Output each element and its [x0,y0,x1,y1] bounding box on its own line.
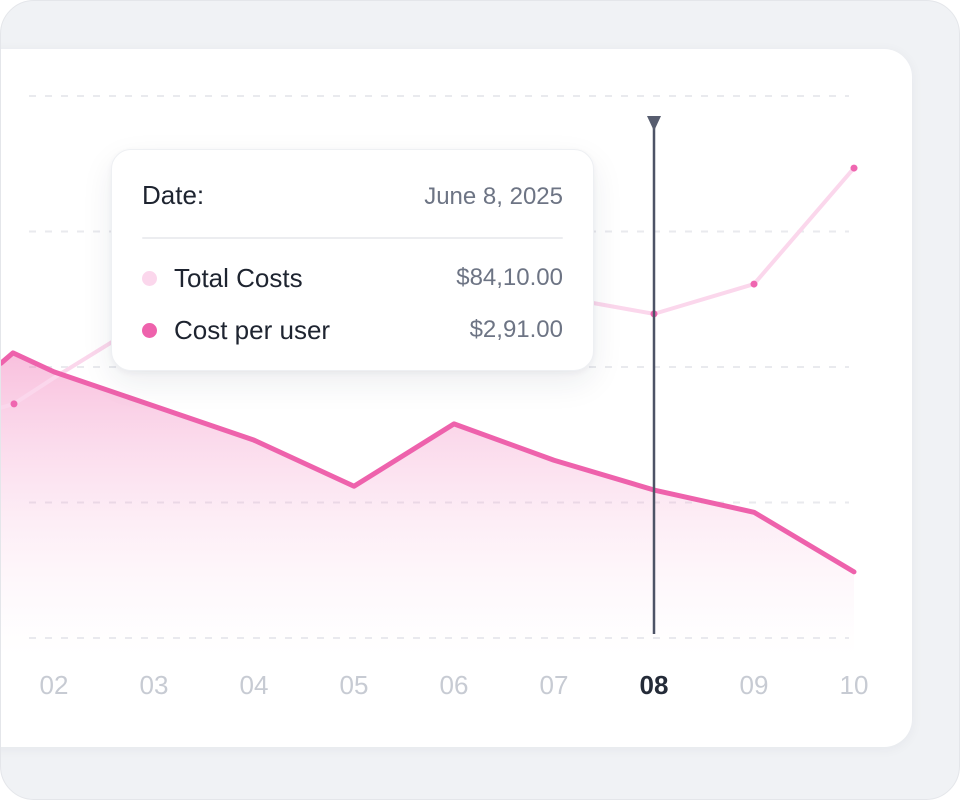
tooltip-series-value: $2,91.00 [469,316,563,343]
cost-per-user-area [1,352,854,659]
total-costs-legend-dot-icon [142,270,157,286]
tooltip-rows: Total Costs $84,10.00 Cost per user $2,9… [142,259,563,349]
tooltip-row-cost-per-user: Cost per user $2,91.00 [142,311,563,349]
cursor-triangle-icon [647,116,661,131]
cost-per-user-legend-dot-icon [142,322,157,338]
total-costs-point-marker [850,164,858,172]
total-costs-point-marker [10,400,18,408]
tooltip-row-total-costs: Total Costs $84,10.00 [142,259,563,297]
total-costs-point-marker [750,280,758,288]
tooltip-header: Date: June 8, 2025 [142,180,563,211]
cost-per-user-line [1,350,857,575]
tooltip-date-label: Date: [142,180,205,210]
tooltip-series-value: $84,10.00 [456,264,563,291]
tooltip-divider [142,237,563,239]
chart-tooltip: Date: June 8, 2025 Total Costs $84,10.00… [111,149,594,371]
tooltip-date-value: June 8, 2025 [424,183,563,210]
tooltip-series-label: Total Costs [174,262,303,293]
tooltip-series-label: Cost per user [174,314,331,345]
